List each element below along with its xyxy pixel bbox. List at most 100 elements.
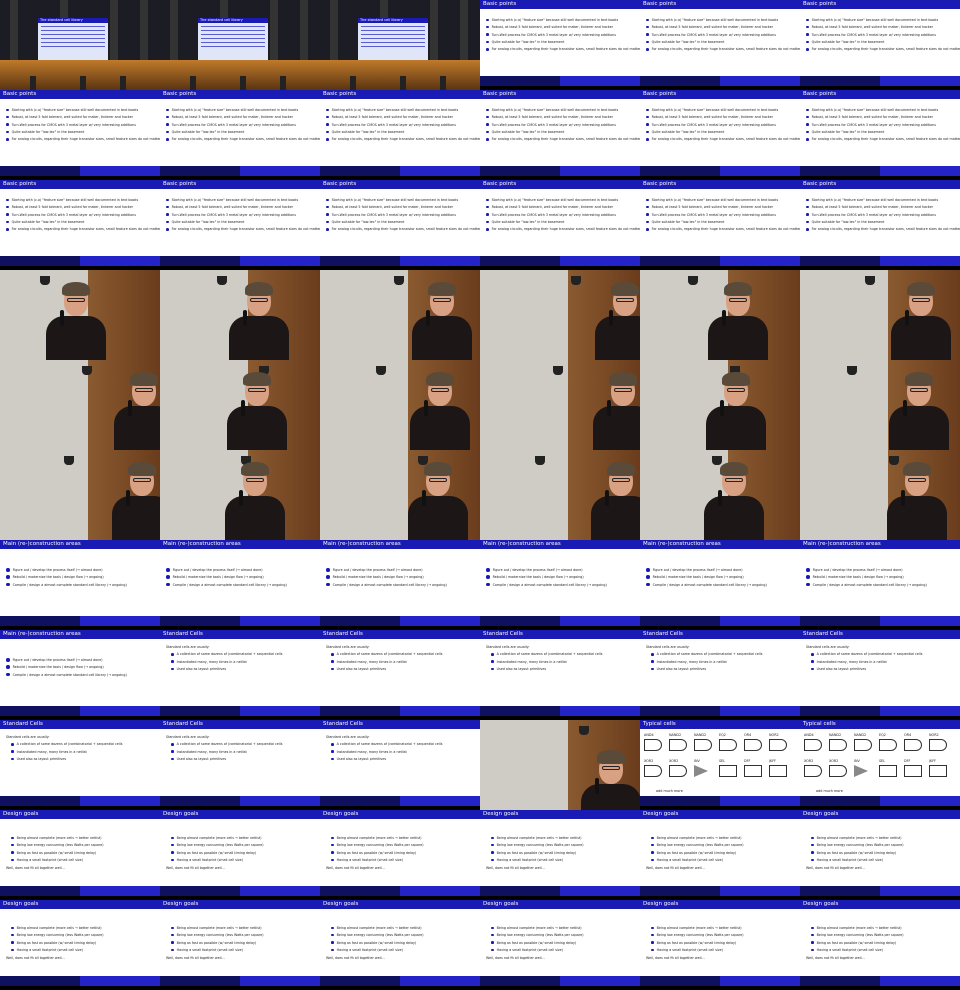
thumbnail[interactable]: Standard Cells Standard cells are usually… bbox=[320, 630, 480, 720]
thumbnail[interactable] bbox=[0, 450, 160, 540]
bullet-item: Robust, at least 5 fold tolerant, well s… bbox=[166, 205, 316, 210]
thumbnail[interactable]: Basic points Starting with (c.o) "feature… bbox=[480, 90, 640, 180]
microphone-icon bbox=[126, 490, 130, 506]
bullet-icon bbox=[806, 123, 809, 126]
thumbnail[interactable]: Typical cells AND4 NAND2 NAND2 EQ2 OR4 NOR2 XOR… bbox=[800, 720, 960, 810]
slide: Design goals Being almost complete (more … bbox=[160, 900, 320, 990]
thumbnail[interactable]: Design goals Being almost complete (more … bbox=[160, 900, 320, 990]
thumbnail[interactable] bbox=[800, 270, 960, 360]
thumbnail[interactable]: Basic points Starting with (c.o) "feature… bbox=[160, 180, 320, 270]
goals-list: Being almost complete (more cells → bett… bbox=[486, 836, 636, 863]
bullet-text: Used also as layout primitives bbox=[656, 667, 707, 672]
footer-right bbox=[80, 976, 160, 986]
bullet-icon bbox=[646, 18, 649, 22]
thumbnail[interactable]: Main (re-)construction areas Figure out /… bbox=[640, 540, 800, 630]
thumbnail[interactable]: Basic points Starting with (c.o) "feature… bbox=[480, 0, 640, 90]
thumbnail[interactable]: Basic points Starting with (c.o) "feature… bbox=[0, 90, 160, 180]
thumbnail[interactable]: Design goals Being almost complete (more … bbox=[800, 810, 960, 900]
thumbnail[interactable]: Basic points Starting with (c.o) "feature… bbox=[800, 0, 960, 90]
logic-gate-icon bbox=[644, 765, 662, 777]
thumbnail[interactable]: Standard Cells Standard cells are usually… bbox=[160, 720, 320, 810]
thumbnail[interactable] bbox=[640, 270, 800, 360]
thumbnail[interactable]: Basic points Starting with (c.o) "feature… bbox=[480, 180, 640, 270]
thumbnail[interactable]: The standard cell library bbox=[160, 0, 320, 90]
thumbnail[interactable] bbox=[160, 270, 320, 360]
thumbnail[interactable] bbox=[320, 450, 480, 540]
speaker-shirt bbox=[889, 406, 949, 450]
thumbnail[interactable]: Design goals Being almost complete (more … bbox=[0, 810, 160, 900]
bullet-item: Starting with (c.o) "feature size" becau… bbox=[326, 198, 476, 203]
thumbnail[interactable]: Basic points Starting with (c.o) "feature… bbox=[800, 180, 960, 270]
thumbnail[interactable]: Typical cells AND4 NAND2 NAND2 EQ2 OR4 NOR2 XOR… bbox=[640, 720, 800, 810]
thumbnail[interactable]: Design goals Being almost complete (more … bbox=[640, 900, 800, 990]
bullet-item: For analog circuits, regarding their hug… bbox=[486, 227, 640, 232]
thumbnail[interactable] bbox=[0, 270, 160, 360]
thumbnail[interactable]: Basic points Starting with (c.o) "feature… bbox=[0, 180, 160, 270]
thumbnail[interactable]: Design goals Being almost complete (more … bbox=[800, 900, 960, 990]
slide-footer bbox=[480, 976, 640, 986]
footer-right bbox=[560, 256, 640, 266]
thumbnail[interactable] bbox=[640, 450, 800, 540]
slide-body: Figure out / develop the process itself … bbox=[160, 549, 320, 616]
thumbnail[interactable] bbox=[800, 450, 960, 540]
thumbnail[interactable] bbox=[800, 360, 960, 450]
thumbnail[interactable]: Design goals Being almost complete (more … bbox=[480, 900, 640, 990]
bottom-strip bbox=[640, 896, 800, 900]
thumbnail[interactable] bbox=[320, 270, 480, 360]
bottom-strip bbox=[320, 986, 480, 990]
thumbnail[interactable]: Design goals Being almost complete (more … bbox=[320, 810, 480, 900]
thumbnail[interactable]: Main (re-)construction areas Figure out /… bbox=[160, 540, 320, 630]
thumbnail[interactable]: Standard Cells Standard cells are usually… bbox=[640, 630, 800, 720]
thumbnail[interactable]: Main (re-)construction areas Figure out /… bbox=[800, 540, 960, 630]
screen-text-line bbox=[361, 34, 425, 35]
thumbnail[interactable]: Main (re-)construction areas Figure out /… bbox=[480, 540, 640, 630]
thumbnail[interactable]: Main (re-)construction areas Figure out /… bbox=[320, 540, 480, 630]
thumbnail[interactable]: Basic points Starting with (c.o) "feature… bbox=[320, 180, 480, 270]
thumbnail[interactable]: Standard Cells Standard cells are usually… bbox=[480, 630, 640, 720]
bullet-text: Quite suitable for "low-tec" in the base… bbox=[651, 219, 725, 224]
thumbnail[interactable]: The standard cell library bbox=[320, 0, 480, 90]
bullet-item: Robust, at least 5 fold tolerant, well s… bbox=[486, 205, 636, 210]
thumbnail[interactable]: Design goals Being almost complete (more … bbox=[160, 810, 320, 900]
slide-title: Basic points bbox=[160, 90, 320, 99]
thumbnail[interactable]: Standard Cells Standard cells are usually… bbox=[0, 720, 160, 810]
thumbnail[interactable] bbox=[480, 270, 640, 360]
thumbnail[interactable]: Standard Cells Standard cells are usually… bbox=[800, 630, 960, 720]
thumbnail[interactable] bbox=[640, 360, 800, 450]
bullet-item: Compile / design a almost complete stand… bbox=[166, 583, 316, 588]
thumbnail[interactable] bbox=[480, 450, 640, 540]
thumbnail[interactable] bbox=[0, 360, 160, 450]
thumbnail[interactable]: Standard Cells Standard cells are usually… bbox=[320, 720, 480, 810]
thumbnail[interactable]: Basic points Starting with (c.o) "feature… bbox=[640, 90, 800, 180]
thumbnail[interactable]: Basic points Starting with (c.o) "feature… bbox=[800, 90, 960, 180]
thumbnail[interactable]: Basic points Starting with (c.o) "feature… bbox=[320, 90, 480, 180]
slide-body: Figure out / develop the process itself … bbox=[0, 549, 160, 616]
bottom-strip bbox=[800, 176, 960, 180]
speaker bbox=[881, 454, 951, 540]
thumbnail[interactable] bbox=[160, 450, 320, 540]
bullet-text: Turn-Well process for CMOS with 3 metal … bbox=[491, 32, 616, 37]
thumbnail[interactable]: The standard cell library bbox=[0, 0, 160, 90]
thumbnail[interactable]: Main (re-)construction areas Figure out /… bbox=[0, 630, 160, 720]
bullet-text: Being low energy consuming (less Watts p… bbox=[16, 933, 104, 938]
thumbnail[interactable]: Design goals Being almost complete (more … bbox=[480, 810, 640, 900]
thumbnail[interactable] bbox=[320, 360, 480, 450]
bullet-item: Instantiated many, many times in a netli… bbox=[491, 660, 636, 665]
thumbnail[interactable] bbox=[480, 360, 640, 450]
thumbnail[interactable]: Main (re-)construction areas Figure out /… bbox=[0, 540, 160, 630]
thumbnail[interactable]: Design goals Being almost complete (more … bbox=[0, 900, 160, 990]
thumbnail[interactable]: Design goals Being almost complete (more … bbox=[320, 900, 480, 990]
thumbnail[interactable]: Design goals Being almost complete (more … bbox=[640, 810, 800, 900]
bullet-icon bbox=[806, 33, 809, 36]
thumbnail[interactable]: Basic points Starting with (c.o) "feature… bbox=[640, 0, 800, 90]
thumbnail[interactable] bbox=[160, 360, 320, 450]
thumbnail[interactable]: Standard Cells Standard cells are usually… bbox=[160, 630, 320, 720]
thumbnail[interactable]: Basic points Starting with (c.o) "feature… bbox=[640, 180, 800, 270]
footer-right bbox=[880, 256, 960, 266]
bullet-icon bbox=[166, 575, 170, 579]
cell-label: DFF bbox=[904, 759, 911, 763]
goals-list: Being almost complete (more cells → bett… bbox=[326, 836, 476, 863]
thumbnail[interactable]: Basic points Starting with (c.o) "feature… bbox=[160, 90, 320, 180]
thumbnail[interactable] bbox=[480, 720, 640, 810]
footer-left bbox=[160, 706, 240, 716]
